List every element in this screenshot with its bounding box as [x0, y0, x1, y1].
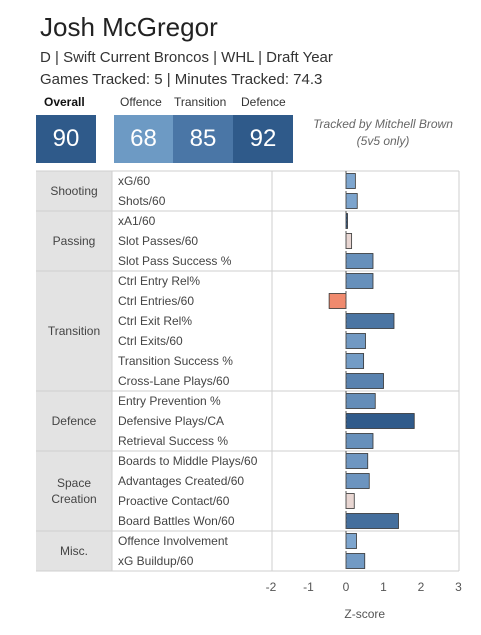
- metric-label: Defensive Plays/CA: [118, 414, 224, 428]
- player-name: Josh McGregor: [40, 12, 218, 42]
- metric-bar: [345, 513, 399, 529]
- metric-label: Ctrl Exit Rel%: [118, 314, 192, 328]
- overall-score-box: 90: [36, 115, 96, 163]
- metric-bar: [345, 333, 366, 349]
- metric-bar: [345, 473, 370, 489]
- category-cell: [36, 451, 112, 531]
- category-cell: [36, 171, 112, 211]
- metric-label: Boards to Middle Plays/60: [118, 454, 258, 468]
- metric-label: Advantages Created/60: [118, 474, 244, 488]
- metric-label: Ctrl Entry Rel%: [118, 274, 200, 288]
- metric-label: xA1/60: [118, 214, 156, 228]
- metric-bar: [328, 293, 347, 309]
- category-cell: [36, 271, 112, 391]
- x-tick-label: 2: [418, 580, 425, 594]
- transition-score-box: 85: [173, 115, 233, 163]
- x-tick-label: 0: [343, 580, 350, 594]
- metric-bar: [345, 413, 415, 429]
- metric-bar: [345, 373, 384, 389]
- tracker-credit: Tracked by Mitchell Brown (5v5 only): [303, 116, 463, 150]
- metric-bar: [345, 233, 353, 249]
- tracker-credit-name: Tracked by Mitchell Brown: [313, 117, 453, 131]
- tracker-credit-note: (5v5 only): [356, 134, 410, 148]
- metric-bar: [345, 313, 395, 329]
- category-cell: [36, 531, 112, 571]
- metric-label: Slot Passes/60: [118, 234, 198, 248]
- metric-bar: [345, 173, 356, 189]
- category-label: Shooting: [50, 184, 97, 198]
- metric-label: Proactive Contact/60: [118, 494, 230, 508]
- metric-bar: [345, 253, 374, 269]
- x-tick-label: -2: [266, 580, 277, 594]
- metric-bar: [345, 353, 365, 369]
- metric-label: Offence Involvement: [118, 534, 229, 548]
- metric-label: Shots/60: [118, 194, 166, 208]
- category-label: Misc.: [60, 544, 88, 558]
- category-label: Space: [57, 476, 91, 490]
- metric-label: Transition Success %: [118, 354, 233, 368]
- metric-label: xG Buildup/60: [118, 554, 194, 568]
- overall-label: Overall: [44, 95, 85, 109]
- metric-label: Slot Pass Success %: [118, 254, 232, 268]
- defence-score-box: 92: [233, 115, 293, 163]
- category-label: Transition: [48, 324, 100, 338]
- player-subtitle: D | Swift Current Broncos | WHL | Draft …: [40, 49, 333, 66]
- metric-bar: [345, 193, 358, 209]
- metric-label: Ctrl Entries/60: [118, 294, 194, 308]
- x-tick-label: -1: [303, 580, 314, 594]
- metric-bar: [345, 493, 355, 509]
- category-cell: [36, 391, 112, 451]
- category-label: Creation: [51, 492, 96, 506]
- x-axis-title: Z-score: [344, 607, 385, 621]
- metric-bar: [345, 533, 357, 549]
- defence-label: Defence: [241, 95, 286, 109]
- metric-label: Ctrl Exits/60: [118, 334, 183, 348]
- metric-bar: [345, 273, 374, 289]
- metric-bar: [345, 393, 376, 409]
- x-tick-label: 1: [380, 580, 387, 594]
- metric-label: Entry Prevention %: [118, 394, 221, 408]
- offence-label: Offence: [120, 95, 162, 109]
- metric-bar: [345, 553, 366, 569]
- category-cell: [36, 211, 112, 271]
- metric-label: Board Battles Won/60: [118, 514, 235, 528]
- metric-bar: [345, 433, 374, 449]
- tracking-info: Games Tracked: 5 | Minutes Tracked: 74.3: [40, 71, 323, 88]
- metric-label: Retrieval Success %: [118, 434, 228, 448]
- category-label: Passing: [53, 234, 96, 248]
- metric-label: Cross-Lane Plays/60: [118, 374, 230, 388]
- transition-label: Transition: [174, 95, 227, 109]
- metric-label: xG/60: [118, 174, 150, 188]
- offence-score-box: 68: [114, 115, 173, 163]
- metric-bar: [345, 453, 369, 469]
- category-label: Defence: [52, 414, 97, 428]
- x-tick-label: 3: [455, 580, 462, 594]
